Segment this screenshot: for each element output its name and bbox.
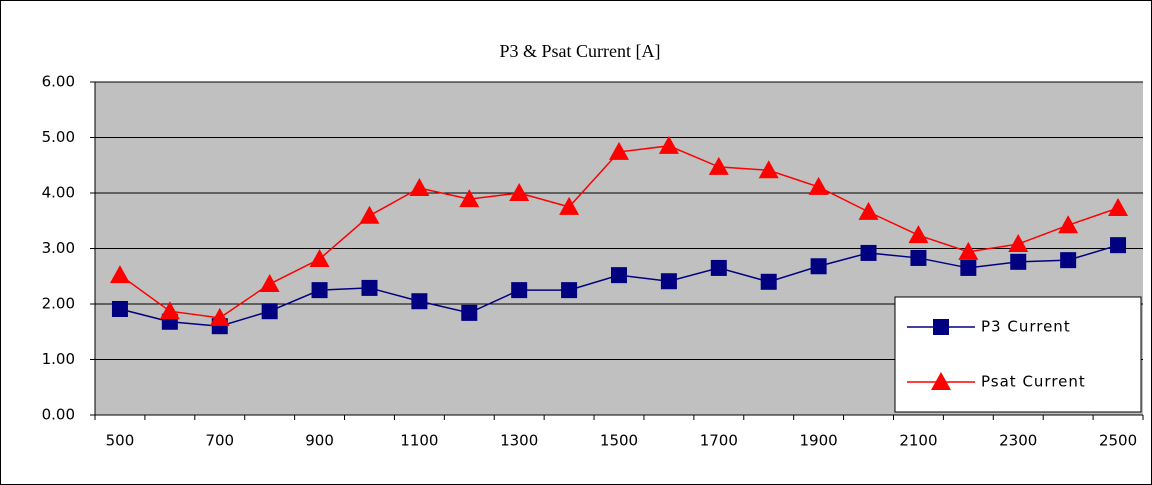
x-tick-label: 2100 (899, 432, 937, 450)
data-point (1058, 215, 1079, 234)
data-point (760, 273, 777, 290)
data-point (860, 244, 877, 261)
data-point (708, 156, 729, 175)
x-tick-label: 900 (305, 432, 334, 450)
data-point (559, 196, 580, 215)
data-point (411, 293, 428, 310)
data-point (609, 141, 629, 160)
data-point (461, 304, 478, 321)
x-tick-label: 1100 (400, 432, 438, 450)
data-point (561, 282, 578, 299)
data-point (159, 301, 180, 320)
legend-label: Psat Current (981, 373, 1086, 391)
data-point (409, 178, 430, 197)
data-point (858, 201, 879, 220)
data-point (1008, 234, 1029, 253)
y-tick-label: 1.00 (42, 350, 75, 368)
x-tick-label: 1300 (500, 432, 538, 450)
y-tick-label: 4.00 (42, 184, 75, 202)
data-point (459, 189, 480, 208)
data-point (511, 282, 528, 299)
data-point (111, 300, 128, 317)
data-point (359, 205, 380, 224)
data-point (1110, 237, 1127, 254)
data-point (908, 225, 929, 244)
y-tick-label: 6.00 (42, 73, 75, 91)
legend-marker (933, 319, 949, 335)
legend-label: P3 Current (981, 318, 1071, 336)
data-point (611, 267, 627, 284)
data-point (209, 307, 230, 326)
data-point (758, 160, 779, 179)
x-tick-label: 2500 (1099, 432, 1137, 450)
data-point (710, 259, 727, 276)
data-point (960, 259, 977, 276)
data-point (1108, 197, 1129, 216)
x-tick-label: 1500 (600, 432, 638, 450)
y-tick-label: 0.00 (42, 406, 75, 424)
data-point (958, 241, 979, 260)
data-point (1010, 253, 1027, 270)
data-point (509, 183, 530, 201)
data-point (1060, 252, 1077, 269)
chart-title: P3 & Psat Current [A] (500, 41, 661, 61)
y-tick-label: 3.00 (42, 239, 75, 257)
x-tick-label: 2300 (999, 432, 1037, 450)
data-point (361, 279, 378, 296)
data-point (109, 265, 130, 284)
x-tick-label: 700 (205, 432, 234, 450)
data-point (259, 274, 280, 293)
data-point (660, 273, 677, 290)
legend-marker (931, 372, 951, 390)
data-point (658, 135, 679, 154)
legend (894, 296, 1142, 413)
data-point (808, 176, 829, 195)
y-tick-label: 5.00 (42, 128, 75, 146)
x-tick-label: 1900 (800, 432, 838, 450)
data-point (810, 258, 827, 275)
x-tick-label: 1700 (700, 432, 738, 450)
data-point (311, 282, 328, 299)
data-point (309, 249, 330, 268)
x-tick-label: 500 (106, 432, 135, 450)
data-point (910, 249, 927, 266)
y-tick-label: 2.00 (42, 295, 75, 313)
data-point (261, 303, 278, 320)
